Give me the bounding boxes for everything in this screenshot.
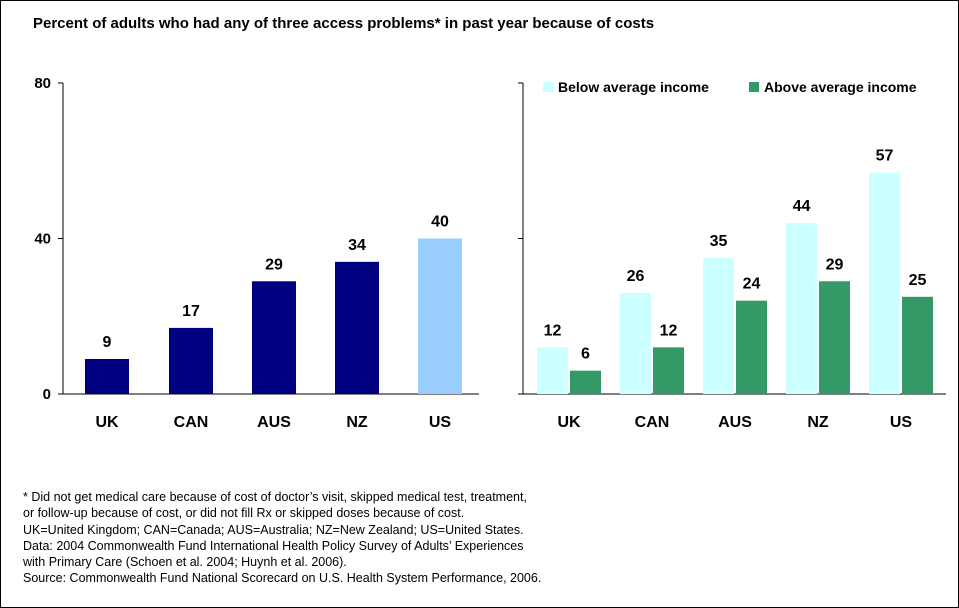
data-label: 25 <box>909 272 927 289</box>
x-tick-label: NZ <box>346 414 368 431</box>
chart-canvas: 0 40 80 9 UK 17 CAN 29 AUS 34 NZ 40 US 12 6 UK 26 12 CAN 35… <box>34 75 946 431</box>
data-label: 29 <box>265 256 283 273</box>
x-tick-label: UK <box>557 414 581 431</box>
bar-us <box>418 238 462 394</box>
bar-us-above <box>902 296 933 394</box>
legend-label: Above average income <box>764 79 917 95</box>
bar-nz-below <box>786 222 817 394</box>
data-label: 44 <box>793 198 811 215</box>
bar-aus-below <box>703 257 734 394</box>
footnote-line: with Primary Care (Schoen et al. 2004; H… <box>23 555 347 570</box>
bar-uk-above <box>570 370 601 394</box>
footnote-line: * Did not get medical care because of co… <box>23 490 527 504</box>
x-tick-label: NZ <box>807 414 829 431</box>
data-label: 6 <box>581 346 590 363</box>
footnote-line: Source: Commonwealth Fund National Score… <box>23 571 542 586</box>
footnote-line: or follow-up because of cost, or did not… <box>23 506 465 521</box>
x-tick-label: CAN <box>174 414 209 431</box>
x-tick-label: US <box>890 414 913 431</box>
bar-uk-below <box>537 347 568 394</box>
data-label: 40 <box>431 214 449 231</box>
data-label: 12 <box>544 322 562 339</box>
footnote-line: UK=United Kingdom; CAN=Canada; AUS=Austr… <box>23 522 524 537</box>
bar-can-below <box>620 292 651 394</box>
x-tick-label: UK <box>95 414 119 431</box>
x-tick-label: US <box>429 414 452 431</box>
data-label: 17 <box>182 303 200 320</box>
x-tick-label: CAN <box>635 414 670 431</box>
y-tick-label: 0 <box>43 386 51 403</box>
bar-nz-above <box>819 281 850 394</box>
bar-can-above <box>653 347 684 394</box>
data-label: 24 <box>743 276 761 293</box>
chart-title: Percent of adults who had any of three a… <box>33 15 655 32</box>
legend-label: Below average income <box>558 79 709 95</box>
bar-us-below <box>869 172 900 394</box>
data-label: 57 <box>876 147 894 164</box>
bar-aus <box>252 281 296 394</box>
data-label: 29 <box>826 256 844 273</box>
data-label: 12 <box>660 322 678 339</box>
legend-swatch <box>749 82 759 92</box>
data-label: 35 <box>710 233 728 250</box>
data-label: 34 <box>348 237 366 254</box>
legend-swatch <box>543 82 553 92</box>
x-tick-label: AUS <box>257 414 291 431</box>
y-tick-label: 80 <box>34 75 51 92</box>
bar-nz <box>335 261 379 394</box>
data-label: 9 <box>103 334 112 351</box>
bar-can <box>169 327 213 394</box>
data-label: 26 <box>627 268 645 285</box>
x-tick-label: AUS <box>718 414 752 431</box>
bar-uk <box>85 359 129 394</box>
bar-aus-above <box>736 300 767 394</box>
footnote-line: Data: 2004 Commonwealth Fund Internation… <box>23 538 524 553</box>
y-tick-label: 40 <box>34 231 51 248</box>
footnotes: * Did not get medical care because of co… <box>23 489 541 587</box>
